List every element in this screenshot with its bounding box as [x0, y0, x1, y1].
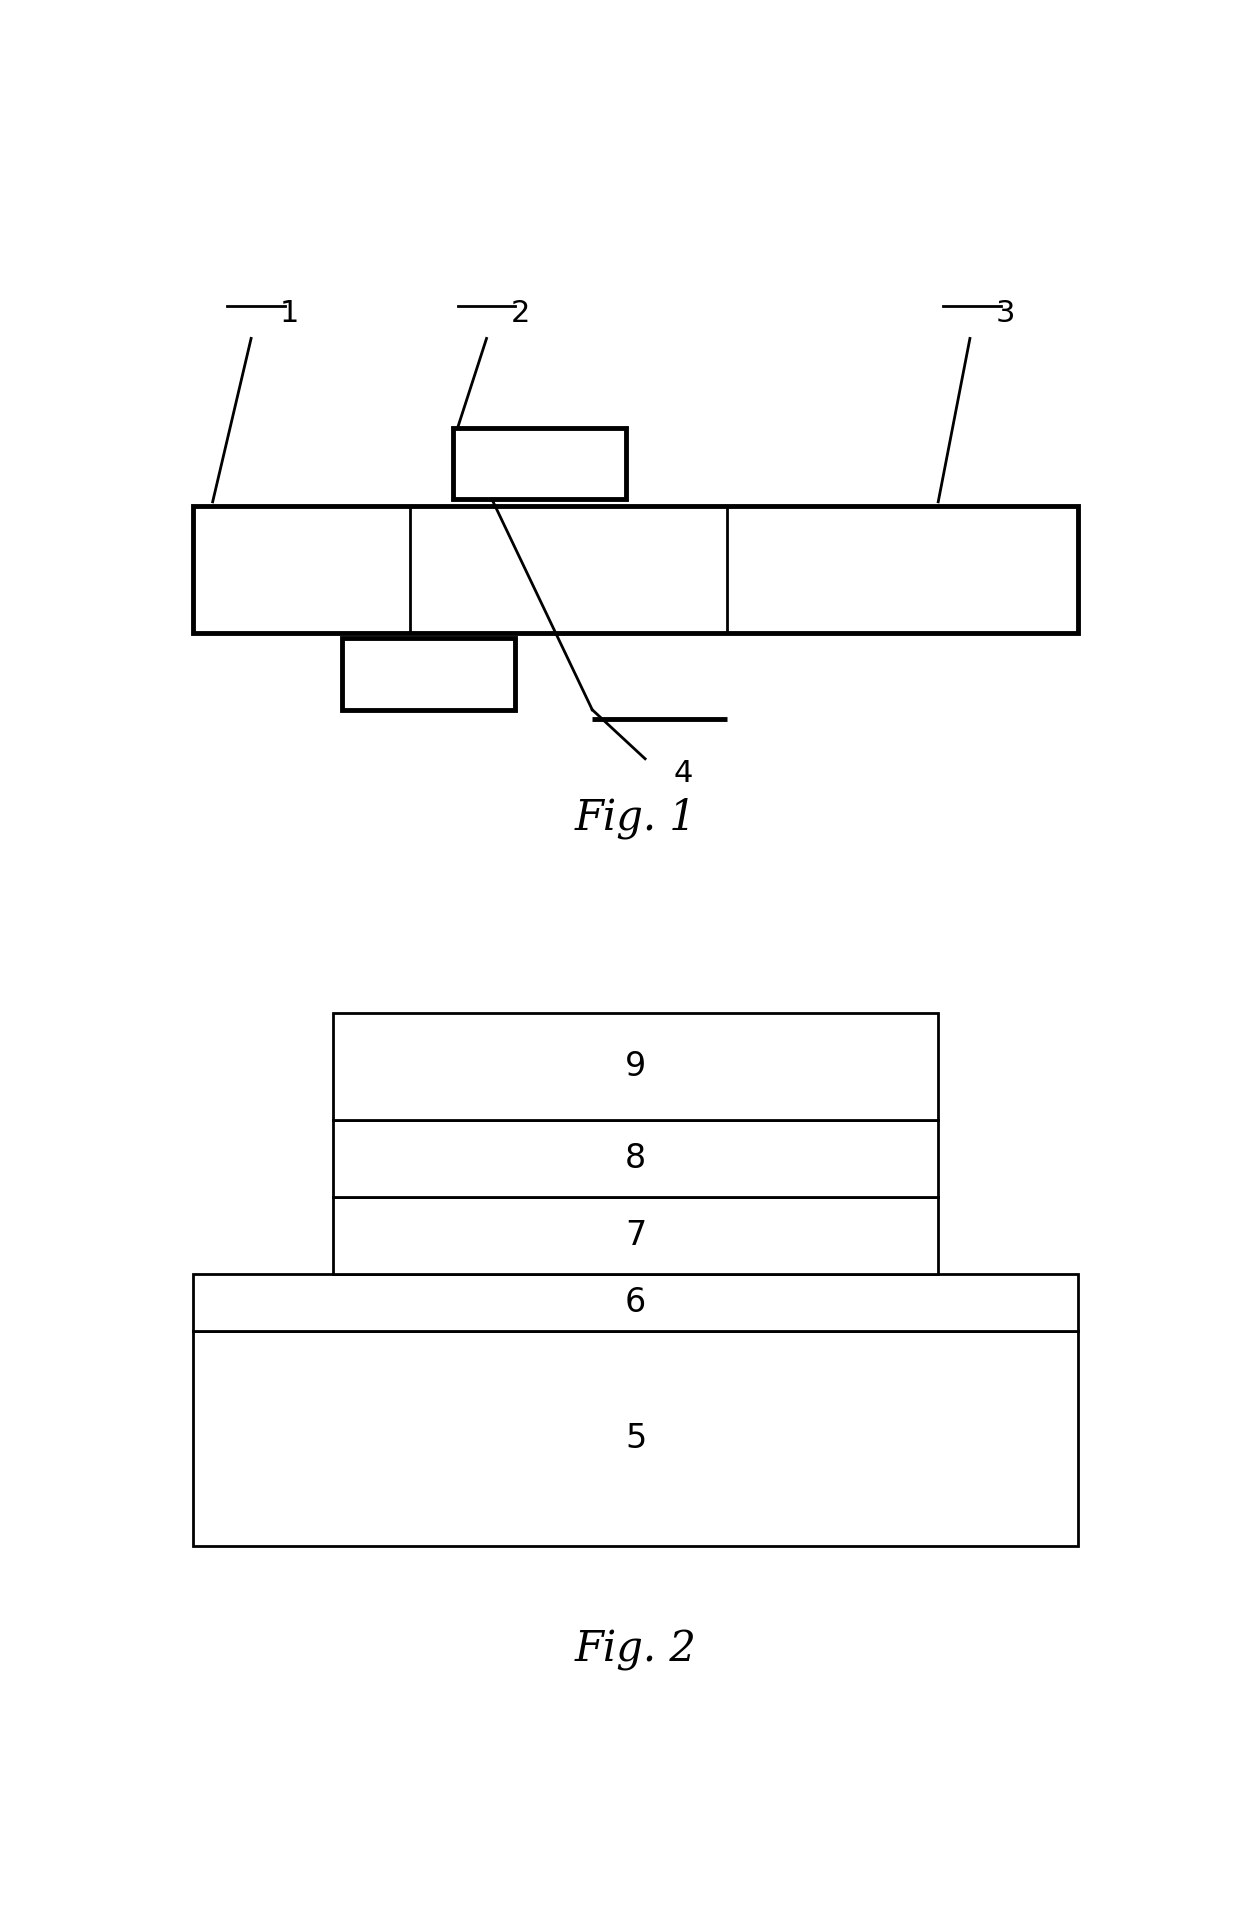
Text: 4: 4 [675, 760, 693, 789]
Text: 7: 7 [625, 1219, 646, 1252]
Bar [332, 1119, 939, 1196]
Text: 9: 9 [625, 1049, 646, 1082]
Text: 6: 6 [625, 1287, 646, 1319]
Bar [193, 505, 1078, 633]
Text: Fig. 1: Fig. 1 [574, 797, 697, 839]
Bar [193, 1331, 1078, 1545]
Text: Fig. 2: Fig. 2 [574, 1628, 697, 1671]
Bar [193, 1275, 1078, 1331]
Text: 2: 2 [511, 299, 529, 328]
Text: 1: 1 [280, 299, 299, 328]
Bar [332, 1013, 939, 1119]
Text: 3: 3 [996, 299, 1016, 328]
Text: 8: 8 [625, 1142, 646, 1175]
Bar [332, 1196, 939, 1275]
Bar [453, 428, 626, 500]
Text: 5: 5 [625, 1422, 646, 1454]
Bar [342, 638, 516, 710]
